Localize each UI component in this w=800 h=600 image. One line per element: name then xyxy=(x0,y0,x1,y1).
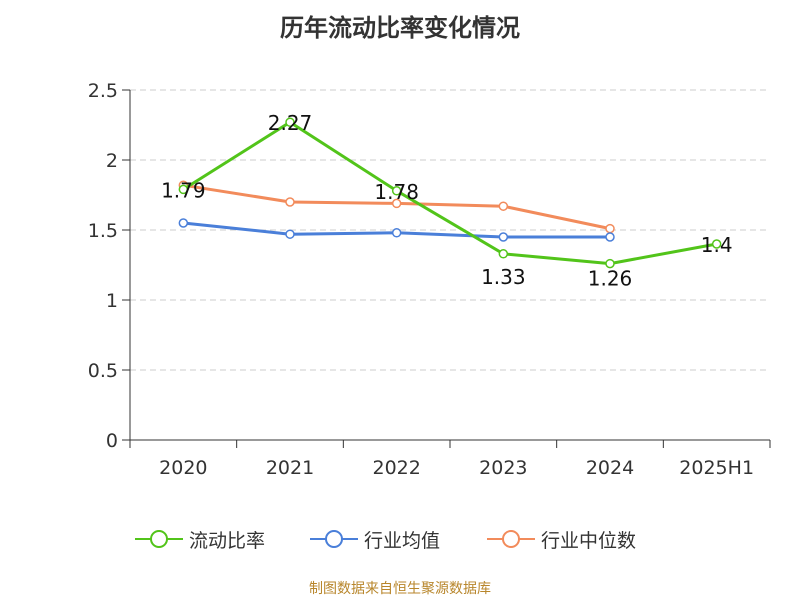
y-tick-label: 2 xyxy=(106,150,118,172)
data-point xyxy=(711,239,722,249)
x-tick-label: 2021 xyxy=(266,457,314,479)
data-point xyxy=(605,232,615,242)
data-point xyxy=(391,228,402,238)
data-point xyxy=(178,218,189,228)
legend-line-icon xyxy=(310,530,358,548)
data-label: 1.79 xyxy=(161,178,206,202)
legend-label: 行业均值 xyxy=(364,529,441,552)
legend-item[interactable]: 流动比率 xyxy=(135,521,265,557)
data-labels: 1.79 2.27 1.78 1.33 1.26 1.4 xyxy=(161,111,733,290)
legend-line-icon xyxy=(135,530,183,548)
y-tick-label: 1.5 xyxy=(88,220,118,242)
grid-lines xyxy=(130,89,770,371)
legend-marker xyxy=(502,530,520,548)
legend-marker xyxy=(150,530,168,548)
data-label: 1.78 xyxy=(374,180,419,204)
legend-marker xyxy=(325,530,343,548)
data-point xyxy=(285,117,295,127)
axes: 0 0.5 1 1.5 2 2.5 2020 2021 2022 2023 2024 2025H1 xyxy=(88,80,771,479)
x-tick-label: 2024 xyxy=(586,457,634,479)
legend-label: 流动比率 xyxy=(189,529,266,552)
legend-item[interactable]: 行业均值 xyxy=(310,521,440,557)
y-tick-label: 0 xyxy=(106,430,118,452)
legend-label: 行业中位数 xyxy=(541,529,637,552)
series-lines xyxy=(178,117,722,269)
legend-item[interactable]: 行业中位数 xyxy=(487,521,636,557)
legend: 流动比率 行业均值 行业中位数 xyxy=(0,521,800,557)
data-point xyxy=(391,198,402,209)
x-tick-label: 2020 xyxy=(159,457,207,479)
chart-title: 历年流动比率变化情况 xyxy=(280,14,520,42)
source-note: 制图数据来自恒生聚源数据库 xyxy=(309,581,491,597)
y-tick-label: 1 xyxy=(106,290,118,312)
y-tick-label: 0.5 xyxy=(88,360,118,382)
data-label: 1.26 xyxy=(588,267,633,291)
data-point xyxy=(391,186,402,196)
data-point xyxy=(178,184,189,195)
data-label: 1.4 xyxy=(701,233,733,257)
legend-line-icon xyxy=(487,530,535,548)
y-tick-label: 2.5 xyxy=(88,80,118,102)
data-point xyxy=(285,197,295,207)
data-label: 2.27 xyxy=(268,111,313,135)
x-tick-label: 2025H1 xyxy=(679,457,754,479)
data-label: 1.33 xyxy=(481,265,526,289)
series-line-0 xyxy=(182,120,717,266)
data-point xyxy=(285,229,295,239)
data-point xyxy=(498,201,509,211)
x-tick-label: 2022 xyxy=(372,457,420,479)
data-point xyxy=(498,249,509,259)
data-point xyxy=(498,232,509,242)
data-point xyxy=(605,223,615,234)
data-point xyxy=(605,258,615,269)
x-tick-label: 2023 xyxy=(479,457,527,479)
